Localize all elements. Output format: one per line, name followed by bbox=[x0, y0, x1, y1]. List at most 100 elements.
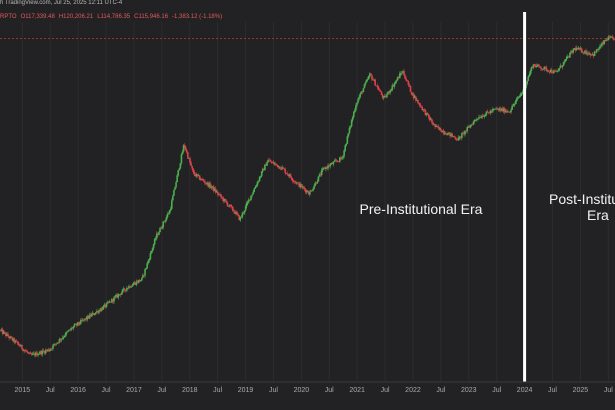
candle-body bbox=[372, 79, 374, 81]
candle-body bbox=[199, 179, 202, 181]
candle-body bbox=[423, 109, 426, 111]
candle-body bbox=[376, 85, 379, 87]
chart-source-line: h TradingView.com, Jul 25, 2025 12:11 UT… bbox=[0, 0, 123, 6]
candle-body bbox=[96, 311, 98, 313]
candle-body bbox=[89, 314, 92, 317]
candle-body bbox=[596, 49, 599, 50]
candle-body bbox=[520, 92, 523, 94]
candle-body bbox=[557, 70, 559, 72]
candle-body bbox=[593, 51, 596, 57]
candle-body bbox=[474, 119, 477, 121]
candle-body bbox=[9, 336, 11, 339]
candle-body bbox=[396, 77, 399, 81]
candle-body bbox=[513, 104, 516, 106]
candle-body bbox=[504, 111, 507, 113]
post-institutional-era-label: Post-Institut Era bbox=[549, 191, 615, 223]
candle-body bbox=[395, 80, 398, 82]
candle-body bbox=[366, 79, 369, 80]
candle-body bbox=[377, 86, 380, 90]
candle-body bbox=[154, 238, 157, 240]
candle-body bbox=[31, 353, 34, 355]
candle-body bbox=[409, 85, 412, 92]
candle-body bbox=[270, 161, 273, 163]
candle-body bbox=[267, 160, 269, 163]
candle-body bbox=[226, 202, 229, 206]
candle-body bbox=[358, 97, 360, 100]
candle-body bbox=[457, 137, 460, 141]
candle-body bbox=[260, 171, 263, 177]
candle-body bbox=[135, 281, 138, 285]
candle-body bbox=[14, 340, 17, 343]
candle-body bbox=[606, 39, 609, 41]
candle-body bbox=[497, 108, 500, 110]
candle-body bbox=[464, 130, 466, 135]
candle-body bbox=[197, 175, 200, 177]
candle-body bbox=[501, 108, 504, 112]
candle-body bbox=[540, 67, 542, 70]
candle-body bbox=[440, 130, 443, 133]
candle-body bbox=[307, 192, 310, 195]
candle-body bbox=[319, 174, 322, 176]
candle-body bbox=[291, 179, 294, 182]
candle-body bbox=[556, 70, 558, 72]
candle-body bbox=[86, 316, 89, 320]
candle-body bbox=[467, 126, 470, 128]
candle-body bbox=[585, 50, 587, 55]
candle-body bbox=[91, 313, 94, 315]
candle-body bbox=[203, 180, 205, 182]
candle-body bbox=[175, 182, 177, 188]
candle-body bbox=[541, 69, 543, 70]
candle-body bbox=[223, 198, 226, 202]
candle-body bbox=[575, 47, 578, 51]
candle-body bbox=[264, 164, 266, 171]
candle-body bbox=[456, 139, 459, 141]
candle-body bbox=[206, 182, 208, 184]
candle-body bbox=[255, 185, 258, 188]
candle-body bbox=[185, 150, 188, 153]
candle-body bbox=[345, 143, 348, 146]
candle-body bbox=[161, 227, 163, 229]
candle-body bbox=[331, 163, 334, 165]
candle-body bbox=[417, 99, 419, 103]
ohlc-change: -1,383.12 (-1.18%) bbox=[172, 14, 223, 20]
candle-body bbox=[579, 48, 582, 50]
candle-body bbox=[325, 167, 327, 170]
candle-body bbox=[39, 351, 41, 354]
candle-body bbox=[499, 108, 502, 111]
candle-body bbox=[106, 302, 109, 304]
candle-body bbox=[88, 314, 91, 319]
candle-body bbox=[444, 133, 447, 135]
candle-body bbox=[54, 343, 56, 345]
candle-body bbox=[63, 335, 66, 337]
candle-body bbox=[191, 165, 193, 169]
candle-body bbox=[46, 349, 49, 351]
x-tick-label: 2021 bbox=[349, 387, 365, 394]
candle-body bbox=[12, 338, 15, 341]
candle-body bbox=[221, 197, 223, 198]
candle-body bbox=[289, 174, 292, 178]
candle-body bbox=[163, 221, 166, 223]
candle-body bbox=[133, 282, 136, 285]
candle-body bbox=[577, 47, 580, 50]
candle-body bbox=[121, 289, 124, 293]
candle-body bbox=[258, 177, 261, 182]
candle-body bbox=[59, 339, 62, 341]
candle-body bbox=[153, 239, 156, 245]
candle-body bbox=[552, 72, 554, 74]
candle-body bbox=[424, 110, 427, 116]
candle-body bbox=[279, 166, 281, 169]
candle-body bbox=[271, 161, 274, 163]
candle-body bbox=[335, 160, 338, 162]
candle-body bbox=[420, 106, 422, 108]
candle-body bbox=[422, 109, 425, 111]
candle-body bbox=[119, 294, 122, 296]
candle-body bbox=[183, 145, 186, 147]
candle-body bbox=[428, 117, 431, 121]
candle-body bbox=[320, 170, 323, 176]
candle-body bbox=[272, 161, 275, 165]
candle-body bbox=[179, 163, 182, 169]
candle-body bbox=[126, 288, 128, 291]
candle-body bbox=[222, 197, 224, 202]
candle-body bbox=[190, 162, 192, 166]
